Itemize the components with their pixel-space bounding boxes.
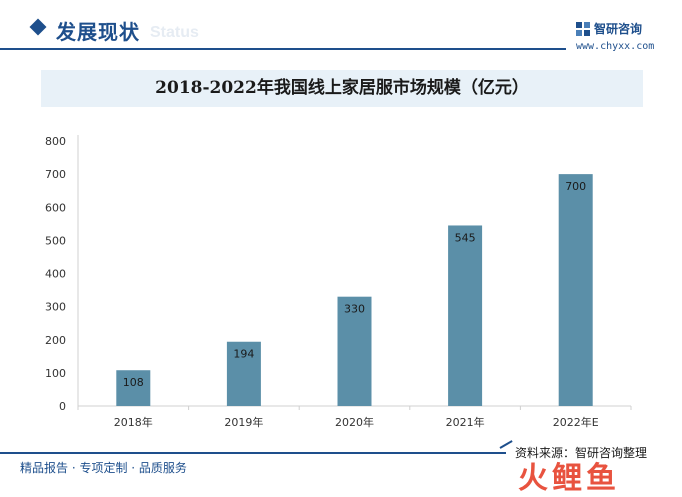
y-tick-label: 0 — [59, 400, 66, 413]
y-tick-label: 300 — [45, 301, 66, 314]
chart-title: 2018-2022年我国线上家居服市场规模（亿元） — [155, 78, 529, 98]
section-title: 发展现状 — [56, 20, 140, 44]
bar — [448, 225, 483, 406]
footer-tagline: 精品报告 · 专项定制 · 品质服务 — [20, 461, 187, 475]
x-tick-label: 2019年 — [224, 415, 263, 429]
axis-layer: 0 100 200 300 400 500 600 700 800 2018年 2019年 2020年… — [45, 135, 632, 429]
y-tick-label: 800 — [45, 135, 66, 148]
x-tick-label: 2020年 — [335, 415, 374, 429]
label-layer: 108 194 330 545 700 — [123, 180, 586, 389]
y-tick-label: 200 — [45, 334, 66, 347]
y-tick-label: 500 — [45, 234, 66, 247]
data-label: 700 — [565, 180, 586, 193]
data-label: 194 — [233, 348, 254, 361]
data-source: 资料来源：智研咨询整理 — [515, 446, 648, 460]
x-tick-label: 2021年 — [446, 415, 485, 429]
y-tick-label: 700 — [45, 168, 66, 181]
bar-layer — [116, 174, 593, 406]
data-label: 108 — [123, 376, 144, 389]
section-ghost-text: Status — [150, 24, 199, 41]
header-divider — [0, 48, 566, 50]
brand-name: 智研咨询 — [594, 22, 643, 36]
y-tick-label: 600 — [45, 201, 66, 214]
data-label: 545 — [455, 231, 476, 244]
bar — [558, 174, 593, 406]
partner-logo: 火鲤鱼 — [518, 461, 620, 496]
chart-title-band: 2018-2022年我国线上家居服市场规模（亿元） — [41, 70, 643, 107]
x-tick-label: 2022年E — [553, 415, 599, 429]
bar — [116, 370, 151, 406]
y-tick-label: 400 — [45, 268, 66, 281]
bar — [226, 341, 261, 406]
data-label: 330 — [344, 303, 365, 316]
brand-logo: 智研咨询 www.chyxx.com — [576, 14, 676, 54]
brand-url: www.chyxx.com — [576, 41, 655, 52]
x-tick-label: 2018年 — [114, 415, 153, 429]
bar — [337, 296, 372, 406]
y-tick-label: 100 — [45, 367, 66, 380]
footer-divider — [0, 452, 506, 454]
page-header: 发展现状 Status 智研咨询 www.chyxx.com — [0, 0, 682, 52]
brand-mark-icon — [576, 22, 590, 36]
